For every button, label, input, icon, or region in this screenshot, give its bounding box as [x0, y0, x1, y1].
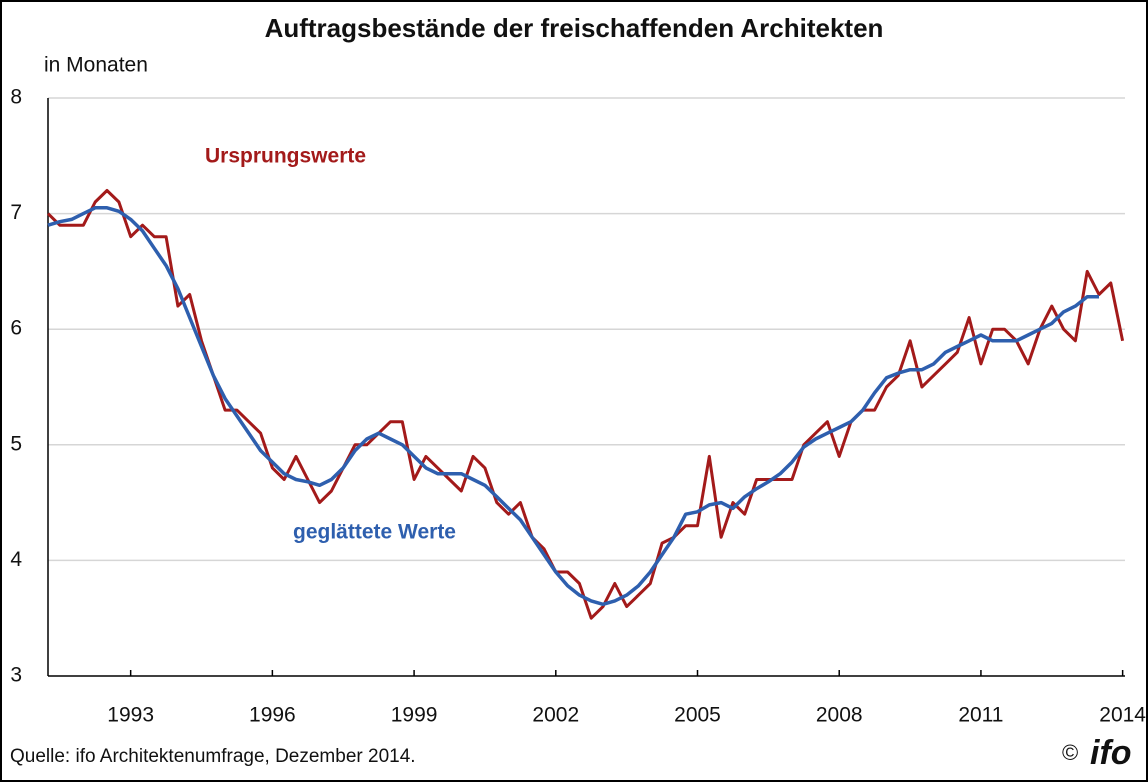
x-tick-label: 2008	[816, 704, 863, 727]
y-axis-label: in Monaten	[44, 54, 148, 77]
chart-title: Auftragsbestände der freischaffenden Arc…	[265, 13, 884, 43]
source: Quelle: ifo Architektenumfrage, Dezember…	[10, 746, 416, 767]
series-label: geglättete Werte	[293, 521, 456, 544]
x-tick-label: 2011	[958, 704, 1003, 727]
x-tick-label: 1993	[107, 704, 154, 727]
y-tick-label: 6	[10, 317, 22, 340]
y-tick-label: 4	[10, 548, 22, 571]
x-tick-label: 2002	[532, 704, 579, 727]
series-line	[47, 206, 1099, 607]
y-tick-label: 5	[10, 432, 22, 455]
x-tick-label: 1999	[391, 704, 438, 727]
x-tick-label: 2005	[674, 704, 721, 727]
series-line	[46, 189, 1125, 620]
logo: ifo	[1090, 734, 1132, 772]
y-tick-label: 8	[10, 86, 22, 109]
y-tick-label: 3	[10, 664, 22, 687]
copyright: ©	[1062, 740, 1078, 765]
x-tick-label: 1996	[249, 704, 296, 727]
series-label: Ursprungswerte	[205, 145, 366, 168]
y-tick-label: 7	[10, 201, 22, 224]
x-tick-label: 2014	[1099, 704, 1146, 727]
